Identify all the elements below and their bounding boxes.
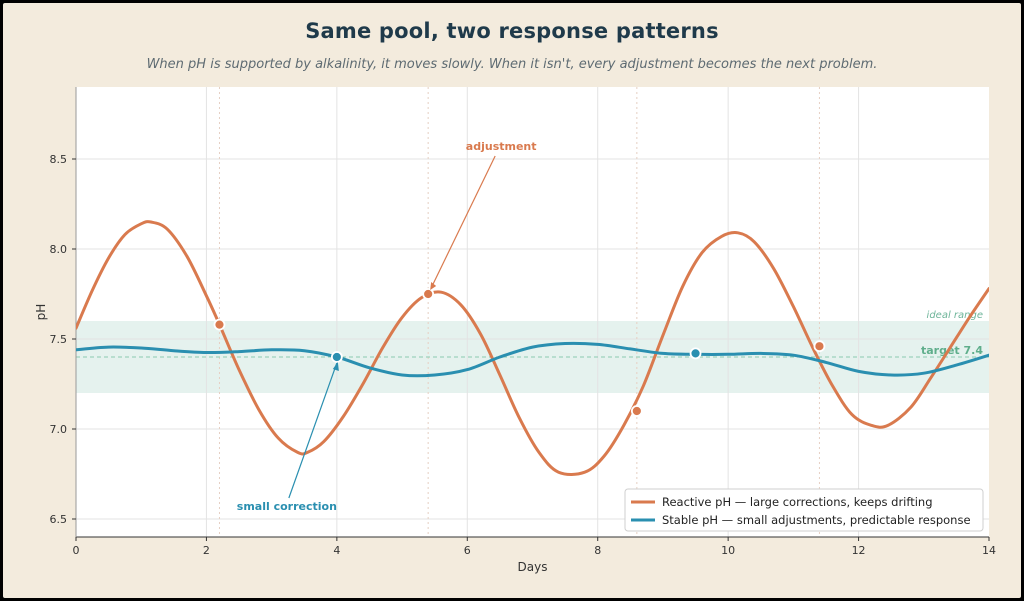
reactive-ph-line <box>76 220 989 476</box>
y-tick-label: 8.5 <box>50 153 68 166</box>
legend-entry: Stable pH — small adjustments, predictab… <box>662 513 971 527</box>
adjustment-arrow <box>430 155 496 289</box>
x-tick-label: 12 <box>852 544 866 557</box>
x-axis-label: Days <box>518 560 548 574</box>
y-tick-label: 8.0 <box>50 243 68 256</box>
legend-box <box>624 488 984 532</box>
x-tick-label: 6 <box>464 544 471 557</box>
x-tick-label: 4 <box>333 544 340 557</box>
adjustment-arrowhead <box>430 282 437 290</box>
ideal-range-label: ideal range <box>927 310 983 321</box>
small-correction-annotation: small correction <box>237 500 337 513</box>
x-tick-label: 0 <box>73 544 80 557</box>
x-tick-label: 14 <box>982 544 996 557</box>
stable-ph-line <box>76 341 989 378</box>
reactive-adjustment-marker <box>213 318 226 331</box>
stable-adjustment-marker <box>330 351 343 363</box>
y-tick-label: 7.0 <box>50 423 68 436</box>
target-label: target 7.4 <box>921 344 983 357</box>
legend-entry: Reactive pH — large corrections, keeps d… <box>662 495 933 509</box>
chart-title: Same pool, two response patterns <box>305 19 719 43</box>
reactive-adjustment-marker <box>422 288 435 300</box>
reactive-adjustment-marker <box>630 405 643 417</box>
y-tick-label: 7.5 <box>50 333 68 346</box>
x-tick-label: 8 <box>594 544 601 557</box>
chart-subtitle: When pH is supported by alkalinity, it m… <box>146 57 878 72</box>
x-tick-label: 2 <box>203 544 210 557</box>
reactive-adjustment-marker <box>813 340 826 353</box>
y-tick-label: 6.5 <box>50 513 68 526</box>
small-correction-arrow <box>288 362 338 499</box>
x-tick-label: 10 <box>721 544 735 557</box>
y-axis-label: pH <box>34 304 48 321</box>
adjustment-annotation: adjustment <box>466 140 537 153</box>
stable-adjustment-marker <box>689 347 702 360</box>
plot-area <box>76 87 989 537</box>
small-correction-arrowhead <box>332 362 339 371</box>
